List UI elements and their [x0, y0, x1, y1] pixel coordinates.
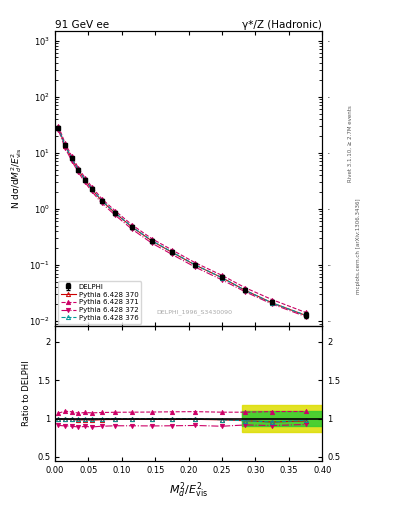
Pythia 6.428 370: [83, 177, 88, 183]
Text: Rivet 3.1.10, ≥ 2.7M events: Rivet 3.1.10, ≥ 2.7M events: [348, 105, 353, 182]
Pythia 6.428 370: [99, 198, 104, 204]
Pythia 6.428 371: [303, 309, 308, 315]
Pythia 6.428 372: [193, 264, 198, 270]
Pythia 6.428 376: [220, 274, 224, 281]
Line: Pythia 6.428 371: Pythia 6.428 371: [56, 124, 308, 314]
Pythia 6.428 371: [170, 247, 174, 253]
Line: Pythia 6.428 376: Pythia 6.428 376: [56, 125, 308, 317]
Pythia 6.428 376: [243, 287, 248, 293]
Text: mcplots.cern.ch [arXiv:1306.3436]: mcplots.cern.ch [arXiv:1306.3436]: [356, 198, 361, 293]
Pythia 6.428 371: [90, 184, 94, 190]
Pythia 6.428 370: [170, 249, 174, 255]
Pythia 6.428 370: [270, 300, 275, 306]
Pythia 6.428 370: [90, 186, 94, 192]
Bar: [242, 411, 322, 426]
Pythia 6.428 376: [83, 177, 88, 183]
Pythia 6.428 376: [56, 125, 61, 131]
Pythia 6.428 372: [149, 240, 154, 246]
Pythia 6.428 376: [113, 210, 118, 216]
Y-axis label: N dσ/d$M_d^2$/$E_{\mathrm{vis}}^2$: N dσ/d$M_d^2$/$E_{\mathrm{vis}}^2$: [9, 148, 24, 209]
Legend: DELPHI, Pythia 6.428 370, Pythia 6.428 371, Pythia 6.428 372, Pythia 6.428 376: DELPHI, Pythia 6.428 370, Pythia 6.428 3…: [58, 281, 141, 324]
Pythia 6.428 371: [243, 285, 248, 291]
Pythia 6.428 371: [193, 260, 198, 266]
Text: DELPHI_1996_S3430090: DELPHI_1996_S3430090: [156, 309, 232, 314]
Pythia 6.428 372: [243, 289, 248, 295]
Pythia 6.428 371: [149, 236, 154, 242]
Pythia 6.428 376: [130, 224, 134, 230]
X-axis label: $M_d^2/E_{\mathrm{vis}}^2$: $M_d^2/E_{\mathrm{vis}}^2$: [169, 480, 208, 500]
Pythia 6.428 370: [243, 287, 248, 293]
Pythia 6.428 370: [76, 167, 81, 173]
Pythia 6.428 371: [220, 272, 224, 279]
Pythia 6.428 371: [270, 296, 275, 303]
Pythia 6.428 372: [130, 226, 134, 232]
Pythia 6.428 370: [56, 125, 61, 131]
Text: 91 GeV ee: 91 GeV ee: [55, 20, 109, 30]
Pythia 6.428 372: [76, 169, 81, 176]
Pythia 6.428 371: [76, 165, 81, 171]
Y-axis label: Ratio to DELPHI: Ratio to DELPHI: [22, 361, 31, 426]
Pythia 6.428 371: [83, 175, 88, 181]
Pythia 6.428 372: [99, 200, 104, 206]
Pythia 6.428 371: [56, 123, 61, 129]
Pythia 6.428 372: [303, 313, 308, 319]
Pythia 6.428 370: [220, 274, 224, 281]
Pythia 6.428 372: [270, 301, 275, 307]
Pythia 6.428 372: [63, 145, 68, 151]
Pythia 6.428 372: [170, 251, 174, 258]
Pythia 6.428 376: [90, 186, 94, 192]
Pythia 6.428 371: [99, 196, 104, 202]
Pythia 6.428 376: [193, 262, 198, 268]
Pythia 6.428 372: [56, 127, 61, 133]
Bar: [242, 404, 322, 432]
Pythia 6.428 372: [220, 277, 224, 283]
Pythia 6.428 372: [83, 179, 88, 185]
Pythia 6.428 372: [90, 188, 94, 195]
Pythia 6.428 371: [130, 222, 134, 228]
Pythia 6.428 370: [303, 312, 308, 318]
Pythia 6.428 376: [149, 238, 154, 244]
Pythia 6.428 371: [69, 153, 74, 159]
Pythia 6.428 376: [99, 198, 104, 204]
Pythia 6.428 370: [113, 210, 118, 216]
Pythia 6.428 370: [149, 238, 154, 244]
Pythia 6.428 376: [69, 155, 74, 161]
Line: Pythia 6.428 370: Pythia 6.428 370: [56, 126, 308, 317]
Pythia 6.428 370: [69, 156, 74, 162]
Pythia 6.428 376: [270, 300, 275, 306]
Text: γ*/Z (Hadronic): γ*/Z (Hadronic): [242, 20, 322, 30]
Pythia 6.428 376: [170, 249, 174, 255]
Pythia 6.428 372: [113, 212, 118, 218]
Pythia 6.428 372: [69, 158, 74, 164]
Line: Pythia 6.428 372: Pythia 6.428 372: [56, 128, 308, 318]
Pythia 6.428 370: [193, 262, 198, 268]
Pythia 6.428 371: [113, 208, 118, 214]
Pythia 6.428 376: [303, 312, 308, 318]
Pythia 6.428 371: [63, 140, 68, 146]
Pythia 6.428 370: [63, 142, 68, 148]
Pythia 6.428 376: [76, 167, 81, 173]
Pythia 6.428 370: [130, 224, 134, 230]
Pythia 6.428 376: [63, 142, 68, 148]
